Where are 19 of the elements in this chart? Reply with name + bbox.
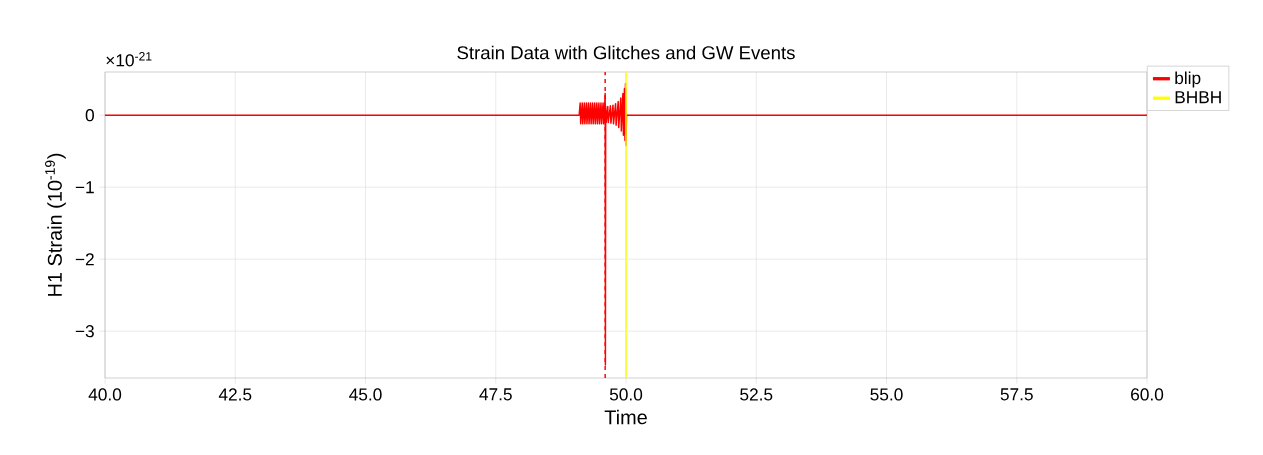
x-tick-label: 57.5 (1000, 388, 1033, 401)
y-tick-label: −1 (75, 181, 94, 194)
y-tick-label: −3 (75, 325, 94, 338)
y-axis-title: H1 Strain (10$^{-19}$) (45, 153, 66, 296)
y-tick-label: 0 (85, 109, 94, 122)
x-tick-label: 55.0 (870, 388, 903, 401)
y-tick-label: −2 (75, 253, 94, 266)
chart-title: Strain Data with Glitches and GW Events (457, 45, 795, 60)
x-tick-label: 52.5 (740, 388, 773, 401)
x-tick-label: 60.0 (1131, 388, 1164, 401)
x-tick-label: 50.0 (609, 388, 643, 401)
x-tick-label: 42.5 (218, 388, 252, 401)
legend-label: blip (1175, 71, 1201, 88)
x-tick-label: 47.5 (479, 388, 512, 401)
x-tick-label: 40.0 (88, 388, 122, 401)
x-tick-label: 45.0 (349, 388, 382, 401)
x-axis-title: Time (604, 409, 647, 425)
legend-label: BHBH (1175, 91, 1221, 104)
text: ×10$^{-21}$ (106, 52, 152, 67)
